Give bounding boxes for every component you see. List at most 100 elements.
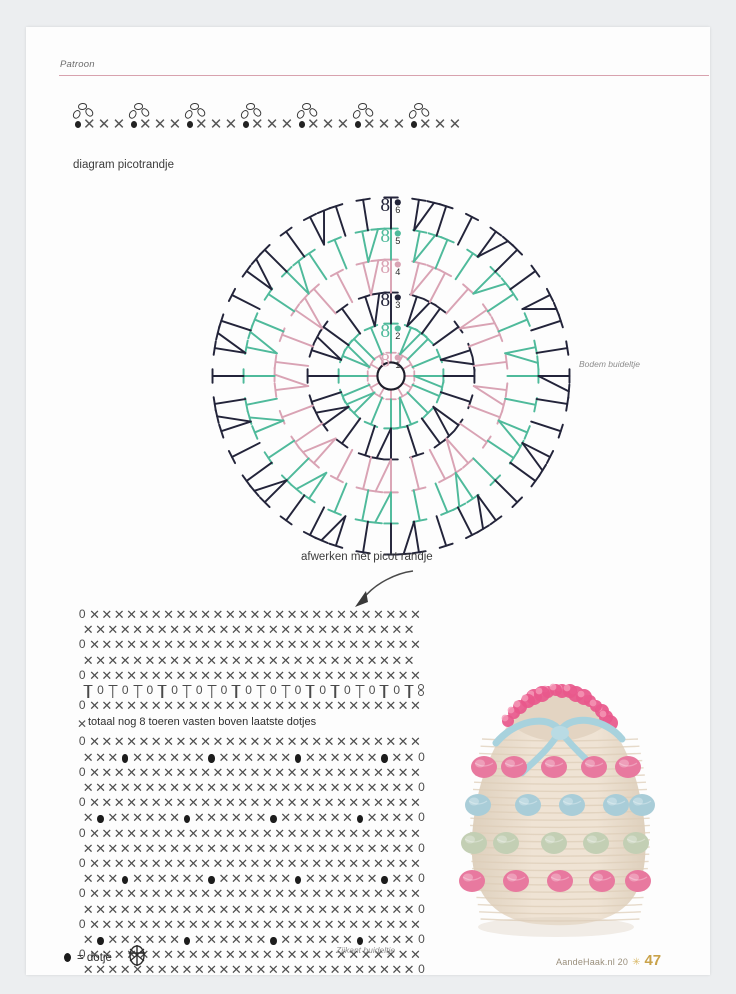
- single-crochet-symbol: ✕: [292, 652, 304, 668]
- single-crochet-symbol: ✕: [397, 825, 409, 841]
- single-crochet-icon: ✕: [419, 116, 432, 133]
- single-crochet-symbol: ✕: [385, 856, 397, 871]
- single-crochet-symbol: ✕: [218, 962, 230, 975]
- single-crochet-symbol: ✕: [101, 886, 113, 902]
- single-crochet-symbol: ✕: [341, 871, 353, 887]
- single-crochet-symbol: ✕: [230, 962, 242, 975]
- bobble-symbol: [205, 750, 217, 765]
- single-crochet-symbol: ✕: [304, 901, 316, 917]
- single-crochet-symbol: ✕: [200, 637, 212, 653]
- single-crochet-symbol: ✕: [187, 607, 199, 622]
- single-crochet-symbol: ✕: [95, 962, 106, 975]
- single-crochet-symbol: ✕: [397, 667, 409, 683]
- svg-text:8: 8: [380, 290, 390, 311]
- single-crochet-symbol: ✕: [317, 871, 329, 887]
- single-crochet-symbol: ✕: [348, 637, 360, 653]
- single-crochet-symbol: ✕: [126, 734, 137, 750]
- single-crochet-symbol: ✕: [243, 840, 255, 856]
- single-crochet-symbol: ✕: [249, 856, 261, 871]
- single-crochet-symbol: ✕: [243, 962, 255, 975]
- bobble-symbol: [205, 871, 217, 886]
- single-crochet-symbol: ✕: [144, 962, 156, 975]
- single-crochet-symbol: ✕: [323, 856, 335, 871]
- single-crochet-symbol: ✕: [230, 871, 242, 887]
- single-crochet-symbol: ✕: [249, 607, 261, 622]
- single-crochet-symbol: ✕: [169, 871, 181, 887]
- single-crochet-symbol: ✕: [218, 932, 230, 947]
- bobble-stitch-icon: [126, 943, 148, 972]
- grid-row: 0 ✕✕✕✕✕✕✕✕✕✕✕✕✕✕✕✕✕✕✕✕✕✕✕✕✕✕✕: [76, 637, 422, 652]
- single-crochet-symbol: ✕: [366, 652, 378, 668]
- single-crochet-symbol: ✕: [144, 810, 156, 826]
- single-crochet-symbol: ✕: [317, 901, 329, 917]
- svg-text:8: 8: [380, 257, 390, 278]
- single-crochet-symbol: ✕: [212, 734, 224, 750]
- single-crochet-symbol: ✕: [150, 886, 162, 902]
- single-crochet-symbol: ✕: [323, 886, 335, 902]
- single-crochet-symbol: ✕: [304, 840, 316, 856]
- single-crochet-symbol: ✕: [224, 825, 236, 841]
- single-crochet-icon: ✕: [392, 116, 406, 133]
- single-crochet-symbol: ✕: [187, 637, 199, 653]
- grid-row: ✕✕✕✕✕✕✕✕✕✕✕✕✕✕✕✕✕✕✕✕✕✕✕✕✕✕✕: [82, 622, 415, 637]
- single-crochet-symbol: ✕: [372, 637, 384, 653]
- single-crochet-symbol: ✕: [230, 932, 242, 947]
- chain-symbol: 0: [78, 916, 86, 931]
- single-crochet-symbol: ✕: [89, 825, 100, 841]
- single-crochet-symbol: ✕: [95, 901, 106, 917]
- single-crochet-symbol: ✕: [82, 871, 94, 887]
- single-crochet-symbol: ✕: [311, 764, 323, 780]
- treble-symbol: T: [329, 683, 341, 698]
- single-crochet-symbol: ✕: [101, 667, 113, 683]
- single-crochet-symbol: ✕: [212, 886, 224, 902]
- single-crochet-symbol: ✕: [163, 734, 175, 750]
- single-crochet-symbol: ✕: [144, 622, 156, 638]
- grid-row: ✕✕✕✕✕✕✕✕✕✕✕✕✕✕✕✕✕✕✕✕✕✕✕✕✕✕✕ 0: [82, 962, 428, 975]
- single-crochet-symbol: ✕: [150, 637, 162, 653]
- single-crochet-symbol: ✕: [410, 637, 421, 653]
- chain-symbol: 0: [344, 683, 351, 697]
- single-crochet-symbol: ✕: [126, 764, 137, 780]
- single-crochet-symbol: ✕: [224, 795, 236, 811]
- single-crochet-symbol: ✕: [280, 652, 292, 668]
- treble-symbol: T: [280, 683, 292, 698]
- single-crochet-symbol: ✕: [107, 749, 119, 765]
- bobble-symbol: [119, 871, 131, 886]
- single-crochet-symbol: ✕: [397, 607, 409, 622]
- single-crochet-symbol: ✕: [163, 667, 175, 683]
- single-crochet-symbol: ✕: [354, 962, 366, 975]
- curved-arrow-icon: [341, 567, 421, 612]
- single-crochet-symbol: ✕: [107, 622, 119, 638]
- single-crochet-symbol: ✕: [175, 886, 187, 902]
- chain-loop-icon: [407, 108, 418, 120]
- single-crochet-symbol: ✕: [329, 652, 341, 668]
- single-crochet-symbol: ✕: [163, 764, 175, 780]
- single-crochet-symbol: ✕: [101, 637, 113, 653]
- single-crochet-symbol: ✕: [138, 734, 150, 750]
- single-crochet-symbol: ✕: [187, 795, 199, 811]
- single-crochet-symbol: ✕: [286, 734, 298, 750]
- single-crochet-symbol: ✕: [323, 698, 335, 714]
- grid-row: 0 ✕✕✕✕✕✕✕✕✕✕✕✕✕✕✕✕✕✕✕✕✕✕✕✕✕✕✕: [76, 734, 422, 749]
- single-crochet-symbol: ✕: [200, 916, 212, 932]
- single-crochet-symbol: ✕: [274, 886, 286, 902]
- single-crochet-symbol: ✕: [360, 698, 372, 714]
- single-crochet-symbol: ✕: [237, 607, 249, 622]
- chain-symbol: 0: [146, 683, 154, 697]
- single-crochet-symbol: ✕: [304, 932, 316, 947]
- single-crochet-symbol: ✕: [82, 932, 94, 947]
- single-crochet-symbol: ✕: [113, 825, 125, 841]
- chain-symbol: 0: [245, 683, 252, 697]
- single-crochet-symbol: ✕: [119, 622, 131, 638]
- chain-symbol: 0: [78, 825, 86, 840]
- single-crochet-symbol: ✕: [292, 780, 304, 795]
- single-crochet-symbol: ✕: [132, 749, 143, 765]
- single-crochet-symbol: ✕: [403, 962, 415, 975]
- single-crochet-symbol: ✕: [360, 734, 372, 750]
- single-crochet-symbol: ✕: [329, 901, 341, 917]
- single-crochet-symbol: ✕: [156, 871, 168, 887]
- single-crochet-symbol: ✕: [410, 856, 421, 871]
- single-crochet-symbol: ✕: [243, 901, 255, 917]
- single-crochet-symbol: ✕: [304, 962, 316, 975]
- single-crochet-symbol: ✕: [311, 698, 323, 714]
